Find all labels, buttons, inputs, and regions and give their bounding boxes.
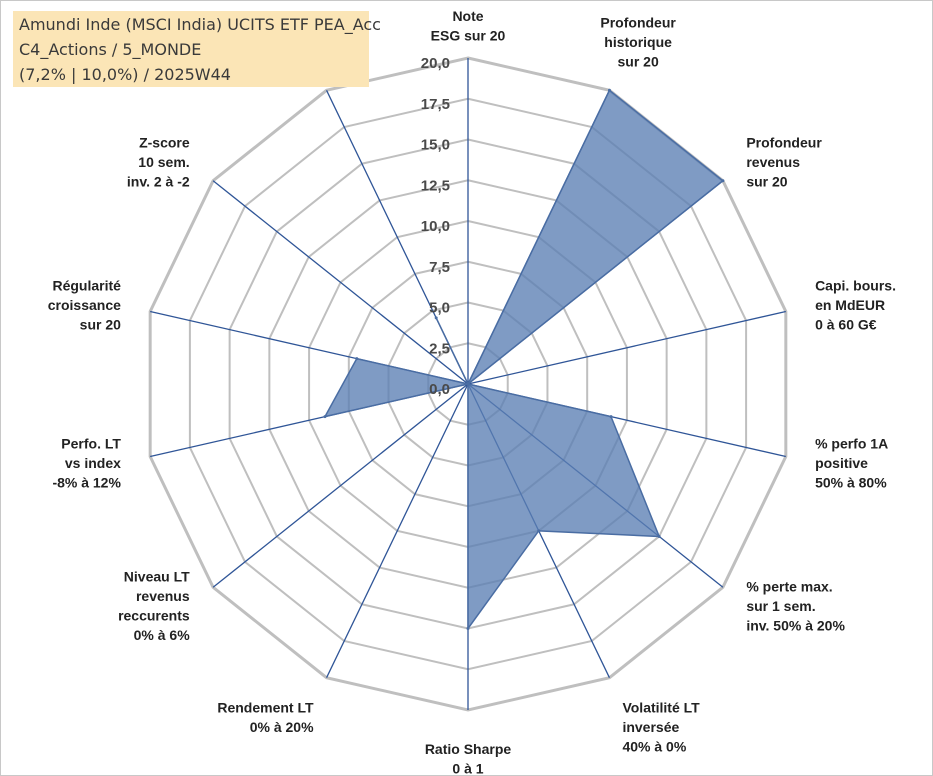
title-line-period: (7,2% | 10,0%) / 2025W44 bbox=[19, 65, 231, 84]
data-point bbox=[355, 357, 359, 361]
axis-label: 0 à 60 G€ bbox=[815, 316, 877, 332]
tick-label: 10,0 bbox=[421, 218, 450, 235]
tick-label: 15,0 bbox=[421, 137, 450, 154]
data-point bbox=[323, 415, 327, 419]
data-point bbox=[721, 179, 725, 183]
radial-tick-labels: 0,0 2,5 5,0 7,5 10,0 12,5 15,0 17,5 20,0 bbox=[421, 55, 450, 398]
axis-label: Profondeur bbox=[746, 135, 822, 151]
axis-label: % perfo 1A bbox=[815, 436, 888, 452]
data-point bbox=[466, 627, 470, 630]
axis-label: Z-score bbox=[139, 135, 190, 151]
axis-label: en MdEUR bbox=[815, 297, 885, 313]
axis-label: Note bbox=[452, 8, 483, 24]
axis-label: 0 à 1 bbox=[452, 761, 483, 776]
axis-label: 50% à 80% bbox=[815, 475, 887, 491]
axis-label: Volatilité LT bbox=[622, 700, 700, 716]
data-point bbox=[466, 382, 470, 386]
tick-label: 7,5 bbox=[429, 259, 450, 276]
axis-label: Ratio Sharpe bbox=[425, 741, 512, 757]
axis-label: croissance bbox=[48, 297, 121, 313]
axis-spoke bbox=[212, 383, 469, 588]
axis-label: ESG sur 20 bbox=[431, 28, 506, 44]
axis-label: -8% à 12% bbox=[52, 475, 121, 491]
axis-label: Capi. bours. bbox=[815, 277, 896, 293]
data-point bbox=[657, 534, 661, 538]
data-point bbox=[434, 316, 438, 320]
title-box: Amundi Inde (MSCI India) UCITS ETF PEA_A… bbox=[13, 11, 381, 87]
axis-label: sur 20 bbox=[746, 174, 787, 190]
data-point bbox=[609, 415, 613, 419]
axis-label: % perte max. bbox=[746, 578, 832, 594]
tick-label: 2,5 bbox=[429, 340, 450, 357]
axis-label: Niveau LT bbox=[124, 569, 190, 585]
title-line-category: C4_Actions / 5_MONDE bbox=[19, 40, 202, 59]
series-area bbox=[324, 89, 724, 630]
tick-label: 20,0 bbox=[421, 55, 450, 72]
axis-spoke bbox=[212, 180, 469, 385]
axis-spoke bbox=[467, 310, 786, 385]
axis-label: vs index bbox=[65, 455, 121, 471]
axis-label: sur 1 sem. bbox=[746, 598, 815, 614]
axis-label: inversée bbox=[622, 719, 679, 735]
axis-label: Rendement LT bbox=[217, 700, 314, 716]
axis-label: sur 20 bbox=[80, 316, 121, 332]
axis-label: inv. 50% à 20% bbox=[746, 617, 845, 633]
data-point bbox=[537, 529, 541, 533]
axis-label: 0% à 6% bbox=[134, 627, 191, 643]
axis-label: reccurents bbox=[118, 608, 190, 624]
axis-label: positive bbox=[815, 455, 868, 471]
data-point bbox=[607, 88, 611, 92]
axis-label: 10 sem. bbox=[138, 154, 189, 170]
axis-label: revenus bbox=[746, 154, 800, 170]
axis-label: 0% à 20% bbox=[250, 719, 314, 735]
tick-label: 0,0 bbox=[429, 381, 450, 398]
tick-label: 12,5 bbox=[421, 177, 450, 194]
axis-label: revenus bbox=[136, 588, 190, 604]
axis-label: Perfo. LT bbox=[61, 436, 121, 452]
axis-label: inv. 2 à -2 bbox=[127, 174, 190, 190]
axis-spoke bbox=[325, 383, 469, 678]
tick-label: 17,5 bbox=[421, 96, 450, 113]
axis-label: 40% à 0% bbox=[622, 739, 686, 755]
axis-label: historique bbox=[604, 34, 672, 50]
title-line-fund: Amundi Inde (MSCI India) UCITS ETF PEA_A… bbox=[19, 15, 381, 34]
axis-label: sur 20 bbox=[617, 53, 658, 69]
radar-series bbox=[323, 88, 725, 630]
tick-label: 5,0 bbox=[429, 300, 450, 317]
axis-label: Profondeur bbox=[600, 14, 676, 30]
axis-label: Régularité bbox=[52, 277, 121, 293]
